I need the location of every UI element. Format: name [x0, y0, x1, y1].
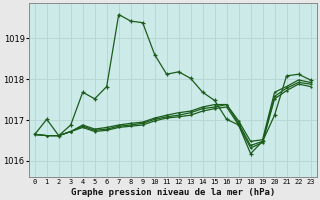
- X-axis label: Graphe pression niveau de la mer (hPa): Graphe pression niveau de la mer (hPa): [70, 188, 275, 197]
